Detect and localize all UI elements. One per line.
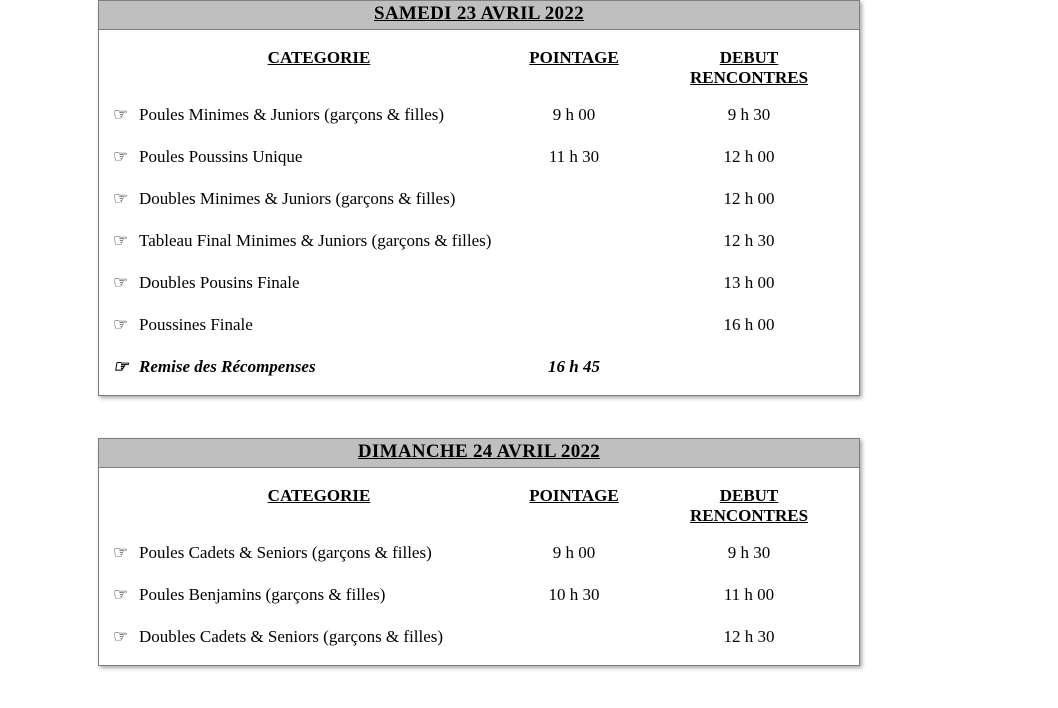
table-row: ☞ Poules Minimes & Juniors (garçons & fi… <box>113 105 847 125</box>
cell-pointage: 10 h 30 <box>499 585 649 605</box>
cell-debut: 11 h 00 <box>649 585 849 605</box>
col-header-debut-l2: RENCONTRES <box>690 506 808 525</box>
card-body-day2: CATEGORIE POINTAGE DEBUT RENCONTRES ☞ Po… <box>99 468 859 665</box>
hand-icon: ☞ <box>113 316 139 333</box>
col-header-debut: DEBUT RENCONTRES <box>649 48 849 87</box>
cell-categorie: Doubles Minimes & Juniors (garçons & fil… <box>139 189 499 209</box>
cell-pointage: 9 h 00 <box>499 105 649 125</box>
cell-categorie: Doubles Pousins Finale <box>139 273 499 293</box>
hand-icon: ☞ <box>113 190 139 207</box>
cell-debut: 9 h 30 <box>649 543 849 563</box>
hand-icon: ☞ <box>113 106 139 123</box>
col-header-debut-l2: RENCONTRES <box>690 68 808 87</box>
hand-icon: ☞ <box>113 628 139 645</box>
table-row: ☞ Doubles Cadets & Seniors (garçons & fi… <box>113 627 847 647</box>
card-title-day1: SAMEDI 23 AVRIL 2022 <box>99 1 859 30</box>
hand-icon: ☞ <box>113 148 139 165</box>
cell-categorie: Poules Minimes & Juniors (garçons & fill… <box>139 105 499 125</box>
schedule-card-day1: SAMEDI 23 AVRIL 2022 CATEGORIE POINTAGE … <box>98 0 860 396</box>
cell-pointage: 11 h 30 <box>499 147 649 167</box>
cell-categorie: Remise des Récompenses <box>139 357 499 377</box>
col-header-debut-l1: DEBUT <box>720 48 779 67</box>
cell-categorie: Poules Poussins Unique <box>139 147 499 167</box>
table-header-row: CATEGORIE POINTAGE DEBUT RENCONTRES <box>113 48 847 87</box>
cell-debut: 13 h 00 <box>649 273 849 293</box>
cell-debut: 12 h 30 <box>649 231 849 251</box>
cell-categorie: Tableau Final Minimes & Juniors (garçons… <box>139 231 499 251</box>
col-header-pointage: POINTAGE <box>499 48 649 68</box>
card-body-day1: CATEGORIE POINTAGE DEBUT RENCONTRES ☞ Po… <box>99 30 859 395</box>
hand-icon: ☞ <box>113 358 139 375</box>
table-row-awards: ☞ Remise des Récompenses 16 h 45 <box>113 357 847 377</box>
hand-icon: ☞ <box>113 274 139 291</box>
cell-debut: 12 h 00 <box>649 147 849 167</box>
table-row: ☞ Poules Benjamins (garçons & filles) 10… <box>113 585 847 605</box>
table-row: ☞ Tableau Final Minimes & Juniors (garço… <box>113 231 847 251</box>
col-header-categorie: CATEGORIE <box>139 48 499 68</box>
schedule-card-day2: DIMANCHE 24 AVRIL 2022 CATEGORIE POINTAG… <box>98 438 860 666</box>
cell-categorie: Doubles Cadets & Seniors (garçons & fill… <box>139 627 499 647</box>
table-row: ☞ Poules Poussins Unique 11 h 30 12 h 00 <box>113 147 847 167</box>
table-row: ☞ Poussines Finale 16 h 00 <box>113 315 847 335</box>
col-header-categorie: CATEGORIE <box>139 486 499 506</box>
hand-icon: ☞ <box>113 232 139 249</box>
cell-pointage: 16 h 45 <box>499 357 649 377</box>
hand-icon: ☞ <box>113 544 139 561</box>
hand-icon: ☞ <box>113 586 139 603</box>
col-header-debut-l1: DEBUT <box>720 486 779 505</box>
col-header-pointage: POINTAGE <box>499 486 649 506</box>
col-header-debut: DEBUT RENCONTRES <box>649 486 849 525</box>
cell-categorie: Poules Cadets & Seniors (garçons & fille… <box>139 543 499 563</box>
table-row: ☞ Poules Cadets & Seniors (garçons & fil… <box>113 543 847 563</box>
table-header-row: CATEGORIE POINTAGE DEBUT RENCONTRES <box>113 486 847 525</box>
cell-debut: 16 h 00 <box>649 315 849 335</box>
table-row: ☞ Doubles Minimes & Juniors (garçons & f… <box>113 189 847 209</box>
cell-pointage: 9 h 00 <box>499 543 649 563</box>
card-title-day2: DIMANCHE 24 AVRIL 2022 <box>99 439 859 468</box>
page: SAMEDI 23 AVRIL 2022 CATEGORIE POINTAGE … <box>0 0 1058 666</box>
cell-debut: 12 h 00 <box>649 189 849 209</box>
cell-categorie: Poussines Finale <box>139 315 499 335</box>
table-row: ☞ Doubles Pousins Finale 13 h 00 <box>113 273 847 293</box>
cell-debut: 9 h 30 <box>649 105 849 125</box>
cell-categorie: Poules Benjamins (garçons & filles) <box>139 585 499 605</box>
cell-debut: 12 h 30 <box>649 627 849 647</box>
